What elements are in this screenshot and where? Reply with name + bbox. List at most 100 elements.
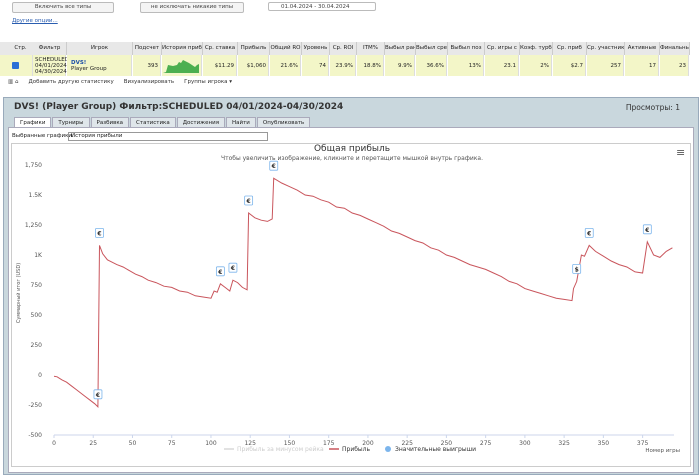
header-cell[interactable]: Уровень [302,42,330,55]
panel [8,127,694,473]
y-tick-label: 750 [31,282,43,289]
button[interactable]: Визуализировать [123,79,175,85]
y-tick-label: 500 [31,312,43,319]
header-cell[interactable]: Выбыл поз [448,42,485,55]
x-tick-label: 100 [205,440,217,447]
big-win-marker [228,262,238,273]
header-cell[interactable]: Фильтр [33,42,67,55]
big-win-label: € [246,198,251,205]
header-cell[interactable]: Коэф. турбо [520,42,553,55]
header-cell[interactable]: Ср. ROI [330,42,357,55]
player-type: Player Group [71,65,107,72]
select[interactable]: История прибыли [68,132,268,141]
big-win-marker [572,264,582,274]
y-tick-label: -250 [28,402,42,409]
checkbox[interactable] [11,62,19,69]
big-win-marker [269,160,279,171]
chart-subtitle: Чтобы увеличить изображение, кликните и … [221,155,483,162]
header-cell[interactable]: Выбыл ран [385,42,416,55]
y-axis-label: Суммарный итог (USD) [15,263,22,323]
link[interactable]: Другие опции... [12,18,58,24]
value-cell: $2.7 [553,55,586,76]
value-cell: 9.9% [385,55,415,76]
toolbar: ▥ ⌂ Добавить другую статистику Визуализи… [8,77,232,87]
chart-frame [11,143,691,467]
header-cell[interactable]: Выбыл сре [416,42,448,55]
header-cell[interactable]: Подсчет [133,42,162,55]
views: Просмотры: 1 [625,103,680,112]
y-tick-label: -500 [28,432,42,439]
x-tick-label: 150 [284,440,296,447]
tab[interactable]: Найти [226,117,256,128]
value-cell: 13% [448,55,484,76]
big-win-label: € [586,230,591,237]
y-tick-label: 1K [34,252,43,259]
menu-icon[interactable]: ≡ [676,146,686,159]
tab[interactable]: Статистика [130,117,176,128]
label: Выбранные графики: [12,133,74,139]
value-cell: 23 [660,55,689,76]
header-cell[interactable]: Ср. участник [587,42,625,55]
header-cell[interactable]: Ср. игры с [485,42,520,55]
header-cell[interactable]: Прибыль [238,42,270,55]
player-name[interactable]: DVS! [71,59,87,66]
chart-title: Общая прибыль [314,144,390,154]
tabs: Графики Турниры Разбивка Статистика Достижен… [14,117,311,128]
y-tick-label: 1.5K [29,192,44,199]
dropdown[interactable]: Включить все типы [12,2,114,13]
big-win-marker [244,195,254,206]
sparkline [162,59,199,73]
tab[interactable]: Достижения [176,117,226,128]
value-cell: 23.1 [485,55,519,76]
big-win-marker [215,266,225,277]
header-cell[interactable]: Игрок [67,42,133,55]
button[interactable]: Группы игрока ▾ [184,79,233,85]
value-cell: 257 [587,55,624,76]
tab[interactable]: Разбивка [90,117,130,128]
tab[interactable]: Опубликовать [256,117,311,128]
big-win-marker [93,389,103,400]
value-cell: 2% [520,55,552,76]
tab[interactable]: Турниры [52,117,90,128]
button[interactable]: Добавить другую статистику [28,79,114,85]
header-cell[interactable]: Активные [625,42,660,55]
big-win-label: € [95,392,100,399]
value-cell: 36.6% [416,55,447,76]
series-line [53,177,673,408]
big-win-marker [642,224,652,235]
icon[interactable]: ▥ ⌂ [8,79,19,85]
value-cell: $1,060 [238,55,269,76]
value-cell: 18.8% [357,55,384,76]
header-cell[interactable]: История приб [162,42,203,55]
header-cell[interactable]: Финальны [660,42,690,55]
x-tick-label: 175 [323,440,335,447]
big-win-marker [584,228,594,238]
big-win-label: € [271,163,276,170]
chart: Общая прибыль Чтобы увеличить изображени… [15,144,680,454]
legend-label: Значительные выигрыши [395,446,476,453]
y-tick-label: 1,750 [25,162,42,169]
y-tick-label: 1,250 [25,222,42,229]
x-tick-label: 275 [480,440,492,447]
x-tick-label: 375 [637,440,649,447]
tab[interactable]: Графики [14,117,52,128]
header-cell[interactable]: Общий RO [270,42,302,55]
sparkline-cell [162,55,202,76]
x-tick-label: 25 [89,440,97,447]
value-cell: 21.6% [270,55,301,76]
x-tick-label: 75 [168,440,176,447]
header-cell[interactable]: Ср. ставка [203,42,238,55]
x-tick-label: 50 [129,440,137,447]
x-axis-label: Номер игры [645,448,680,454]
date-range[interactable]: 01.04.2024 - 30.04.2024 [268,2,376,11]
header-cell[interactable]: Ср. приб [553,42,587,55]
header-cell[interactable]: Стр. [8,42,34,55]
big-win-label: € [644,227,649,234]
value-cell: 74 [302,55,329,76]
big-win-label: € [96,230,101,237]
big-win-label: $ [575,266,579,273]
row-select[interactable] [0,55,33,76]
header-cell[interactable]: ITM% [357,42,385,55]
dropdown[interactable]: не исключать никакие типы [140,2,244,13]
